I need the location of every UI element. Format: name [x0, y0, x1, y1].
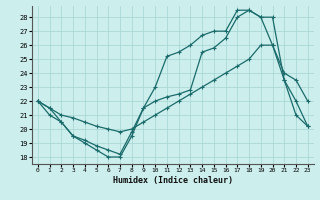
- X-axis label: Humidex (Indice chaleur): Humidex (Indice chaleur): [113, 176, 233, 185]
